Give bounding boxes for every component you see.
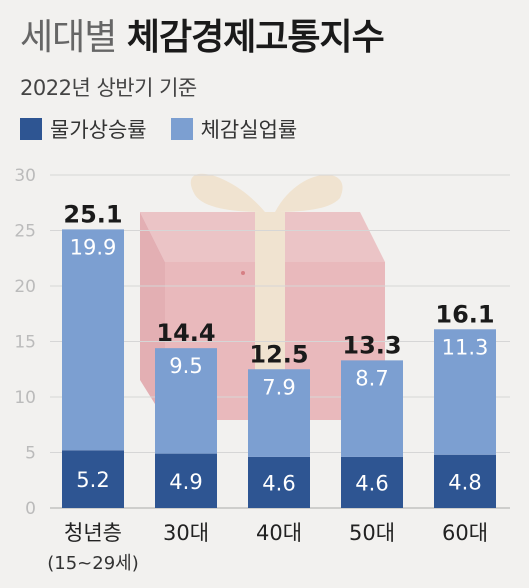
bar-unemployment-2 bbox=[248, 369, 310, 457]
bar-unemployment-0 bbox=[62, 229, 124, 451]
legend-swatch-unemployment bbox=[170, 118, 193, 140]
legend-swatch-inflation bbox=[20, 118, 42, 140]
bar-inflation-2 bbox=[248, 456, 310, 508]
bar-inflation-3 bbox=[341, 456, 403, 508]
legend-label-unemployment: 체감실업률 bbox=[200, 118, 298, 142]
y-tick-label-25: 25 bbox=[14, 222, 36, 242]
x-tick-label-0: 청년층 bbox=[64, 521, 122, 545]
chart-subtitle: 2022년 상반기 기준 bbox=[20, 76, 197, 100]
bar-unemployment-4 bbox=[434, 329, 496, 455]
y-tick-label-15: 15 bbox=[14, 333, 36, 353]
chart-title: 세대별 체감경제고통지수 bbox=[20, 8, 385, 60]
total-label-2: 12.5 bbox=[249, 340, 308, 368]
x-tick-label-3: 50대 bbox=[349, 521, 395, 545]
legend-item-inflation: 물가상승률 bbox=[20, 114, 147, 144]
bars: 5.2 19.9 25.1 4.9 9.5 14.4 4.6 7.9 12.5 4.6 8.7 13.… bbox=[62, 200, 496, 508]
chart-title-prefix: 세대별 bbox=[20, 17, 117, 58]
data-label-inflation-4: 4.8 bbox=[448, 470, 481, 494]
legend: 물가상승률 체감실업률 bbox=[20, 114, 297, 144]
x-axis: 청년층 (15~29세) 30대 40대 50대 60대 bbox=[47, 521, 488, 574]
data-label-unemployment-4: 11.3 bbox=[442, 335, 489, 359]
total-label-3: 13.3 bbox=[342, 331, 401, 359]
data-label-unemployment-3: 8.7 bbox=[355, 366, 388, 390]
y-axis: 0 5 10 15 20 25 30 bbox=[14, 166, 36, 519]
data-label-inflation-2: 4.6 bbox=[262, 471, 295, 495]
data-label-unemployment-0: 19.9 bbox=[70, 235, 117, 259]
data-label-unemployment-2: 7.9 bbox=[262, 375, 295, 399]
y-tick-label-5: 5 bbox=[25, 444, 36, 464]
legend-label-inflation: 물가상승률 bbox=[50, 118, 147, 142]
chart-title-main: 체감경제고통지수 bbox=[126, 17, 385, 58]
x-tick-label-1: 30대 bbox=[163, 521, 209, 545]
bar-inflation-0 bbox=[62, 450, 124, 508]
data-label-inflation-3: 4.6 bbox=[355, 471, 388, 495]
y-tick-label-0: 0 bbox=[25, 499, 36, 519]
bar-unemployment-3 bbox=[341, 360, 403, 457]
legend-item-unemployment: 체감실업률 bbox=[170, 114, 298, 144]
data-label-unemployment-1: 9.5 bbox=[169, 354, 202, 378]
data-label-inflation-1: 4.9 bbox=[169, 470, 202, 494]
x-tick-label-4: 60대 bbox=[442, 521, 488, 545]
x-tick-sublabel-0: (15~29세) bbox=[47, 553, 139, 574]
y-tick-label-10: 10 bbox=[14, 388, 36, 408]
bar-inflation-4 bbox=[434, 454, 496, 508]
bar-unemployment-1 bbox=[155, 348, 217, 454]
x-tick-label-2: 40대 bbox=[256, 521, 302, 545]
bar-inflation-1 bbox=[155, 453, 217, 508]
total-label-0: 25.1 bbox=[63, 200, 122, 228]
total-label-1: 14.4 bbox=[156, 319, 215, 347]
data-label-inflation-0: 5.2 bbox=[76, 468, 109, 492]
total-label-4: 16.1 bbox=[435, 300, 494, 328]
y-tick-label-20: 20 bbox=[14, 277, 36, 297]
y-tick-label-30: 30 bbox=[14, 166, 36, 186]
